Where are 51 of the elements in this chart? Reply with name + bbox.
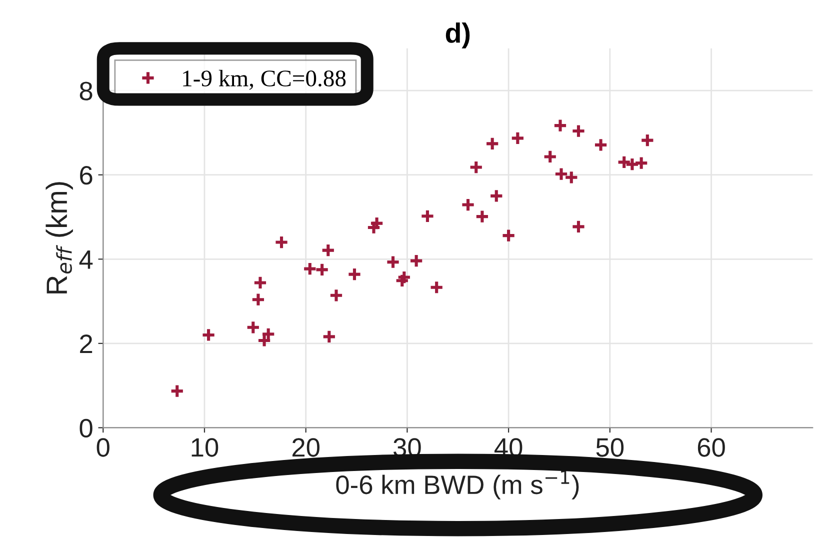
point <box>302 261 318 276</box>
point <box>510 130 526 146</box>
point <box>347 266 362 282</box>
point <box>396 270 412 285</box>
point <box>429 280 444 295</box>
point <box>474 209 490 224</box>
point <box>394 273 410 288</box>
chart-title: d) <box>446 22 470 48</box>
point <box>408 253 424 268</box>
y-tick-label: 0 <box>80 418 92 438</box>
x-tick-label: 50 <box>596 438 624 457</box>
x-axis-title: 0-6 km BWD (m s$^{−1}$) <box>336 470 579 500</box>
point <box>460 197 476 212</box>
point <box>634 156 649 170</box>
point <box>420 208 435 224</box>
y-tick-label: 2 <box>80 334 92 353</box>
point <box>369 216 384 231</box>
point <box>322 329 336 344</box>
x-tick-label: 10 <box>192 438 218 457</box>
point <box>250 292 266 307</box>
point <box>386 254 400 270</box>
point <box>571 219 586 234</box>
legend-label: 1-9 km, CC=0.88 <box>183 70 346 90</box>
point <box>554 166 569 182</box>
point <box>489 188 504 204</box>
point <box>468 160 484 175</box>
point <box>484 136 500 152</box>
x-tick-label: 60 <box>698 438 725 457</box>
point <box>624 156 640 172</box>
point <box>320 242 336 258</box>
point <box>328 288 344 303</box>
point <box>640 132 655 148</box>
point <box>252 275 268 290</box>
point <box>564 170 579 185</box>
point <box>542 149 558 164</box>
point <box>593 138 608 152</box>
x-tick-label: 20 <box>292 438 320 457</box>
point <box>246 320 260 335</box>
point <box>274 234 289 250</box>
point <box>571 124 586 138</box>
y-tick-label: 8 <box>80 82 92 100</box>
point <box>170 384 184 398</box>
y-tick-label: 4 <box>79 250 93 269</box>
y-tick-label: 6 <box>80 166 92 185</box>
point <box>501 228 516 243</box>
point <box>552 118 568 133</box>
x-tick-label: 0 <box>96 438 110 457</box>
point <box>201 328 216 342</box>
point <box>616 154 632 170</box>
point <box>314 262 330 278</box>
y-axis-title: R$_{eff}$ (km) <box>46 182 73 294</box>
